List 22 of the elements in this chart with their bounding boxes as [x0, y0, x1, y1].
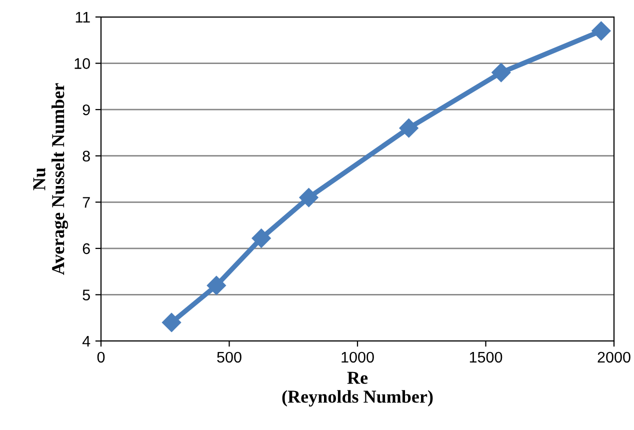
- y-tick-label: 6: [82, 243, 90, 254]
- x-tick-label: 1500: [470, 352, 502, 363]
- y-tick-label: 8: [82, 150, 90, 162]
- y-tick-label: 5: [82, 290, 90, 300]
- x-tick-label: 0: [97, 352, 105, 363]
- x-tick-label: 1000: [342, 352, 374, 363]
- x-tick-label: 2000: [598, 352, 630, 363]
- y-tick-label: 4: [82, 336, 90, 347]
- y-tick-label: 7: [82, 197, 90, 208]
- point: [492, 63, 511, 82]
- y-axis-title: Nu Average Nusselt Number: [33, 83, 68, 275]
- x-axis-title: Re (Reynolds Number): [282, 372, 433, 407]
- point: [252, 228, 271, 248]
- y-tick-label: 10: [74, 58, 90, 69]
- x-tick-label: 500: [217, 352, 242, 363]
- y-tick-label: 11: [76, 12, 90, 23]
- point: [592, 21, 611, 40]
- point: [162, 312, 182, 332]
- point: [206, 276, 226, 295]
- point: [399, 118, 418, 138]
- y-tick-label: 9: [82, 104, 90, 116]
- point: [299, 188, 318, 208]
